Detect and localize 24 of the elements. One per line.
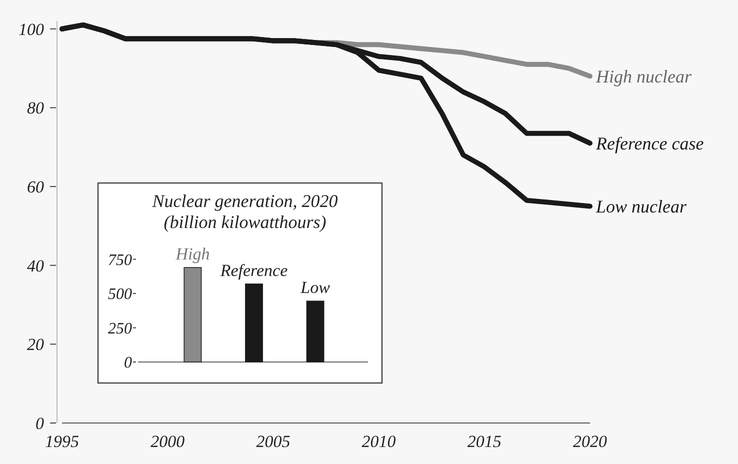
y-tick-label: 0: [36, 414, 44, 433]
x-tick-label: 2005: [256, 432, 290, 451]
chart-title: Nuclear generation, 2020: [151, 191, 338, 211]
x-tick-label: Reference: [219, 260, 288, 280]
x-tick-label: 2000: [150, 432, 186, 451]
y-tick-label: 750: [108, 252, 132, 269]
chart-subtitle: (billion kilowatthours): [164, 212, 326, 232]
y-tick-label: 500: [108, 286, 132, 304]
series-label: Reference case: [595, 133, 704, 154]
x-tick-label: 2020: [573, 432, 608, 451]
series-label: Low nuclear: [595, 196, 688, 217]
y-tick-label: 60: [27, 177, 44, 196]
x-tick-label: 2010: [362, 432, 396, 451]
y-tick-label: 40: [27, 256, 44, 276]
y-tick-label: 250: [108, 320, 132, 338]
x-tick-label: 1995: [45, 432, 79, 451]
x-tick-label: Low: [300, 278, 331, 298]
y-tick-label: 100: [18, 20, 44, 39]
y-tick-label: 20: [27, 335, 44, 354]
y-tick-label: 0: [124, 354, 132, 372]
x-tick-label: High: [174, 244, 210, 264]
series-label: High nuclear: [595, 66, 692, 86]
y-tick-label: 80: [27, 98, 44, 118]
x-tick-label: 2015: [467, 432, 502, 451]
